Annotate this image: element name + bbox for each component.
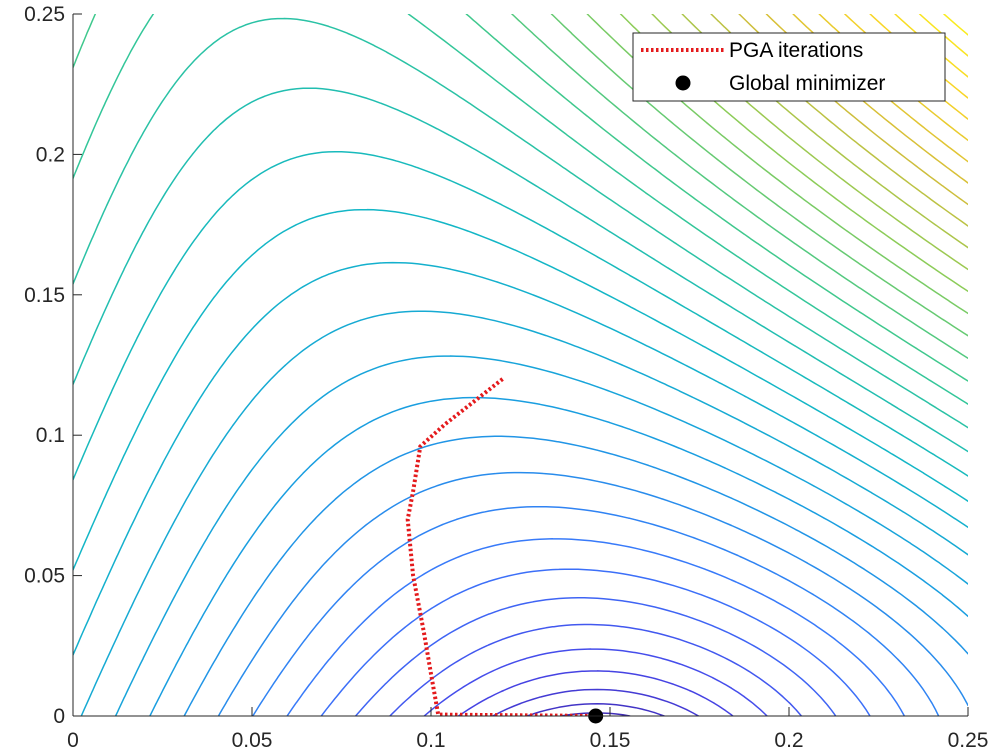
contour-level-17	[73, 208, 968, 571]
x-tick-label: 0	[67, 729, 79, 752]
pga-iterations-path	[405, 377, 603, 716]
x-tick-label: 0.05	[232, 729, 273, 752]
y-tick-label: 0.2	[36, 143, 65, 166]
contour-level-12	[183, 435, 968, 716]
contour-level-16	[73, 261, 968, 656]
pga-iterations-line	[405, 377, 603, 716]
y-tick-label: 0.1	[36, 424, 65, 447]
contour-level-5	[423, 648, 768, 716]
contour-level-10	[252, 505, 940, 716]
contour-level-3	[492, 688, 700, 716]
contour-level-18	[73, 150, 968, 481]
contour-level-8	[320, 568, 871, 716]
contour-level-9	[286, 538, 906, 716]
x-tick-label: 0.1	[416, 729, 445, 752]
x-tick-label: 0.15	[590, 729, 631, 752]
y-tick-label: 0	[53, 705, 65, 728]
contour-level-23	[511, 14, 968, 359]
y-tick-label: 0.25	[24, 3, 65, 26]
contour-level-14	[114, 355, 968, 716]
y-tick-label: 0.05	[24, 565, 65, 588]
contour-level-11	[217, 471, 968, 716]
y-tick-label: 0.15	[24, 284, 65, 307]
x-tick-label: 0.25	[948, 729, 989, 752]
contour-level-15	[80, 310, 968, 716]
legend: PGA iterations Global minimizer	[632, 32, 946, 102]
legend-minimizer-swatch	[675, 75, 691, 91]
axes: 0 0.05 0.1 0.15 0.2 0.25 0 0.05 0.1 0.15 0.2 0.25	[24, 3, 988, 752]
contour-level-20	[73, 17, 968, 429]
contour-level-7	[354, 597, 837, 716]
legend-minimizer-label: Global minimizer	[729, 72, 885, 95]
contour-level-38	[943, 14, 968, 36]
contour-lines	[73, 14, 968, 716]
legend-pga-label: PGA iterations	[729, 39, 863, 62]
contour-level-22	[73, 14, 968, 382]
contour-level-13	[149, 396, 968, 716]
contour-level-6	[389, 623, 803, 716]
contour-level-19	[73, 87, 968, 453]
contour-level-21	[73, 14, 968, 405]
x-tick-label: 0.2	[774, 729, 803, 752]
